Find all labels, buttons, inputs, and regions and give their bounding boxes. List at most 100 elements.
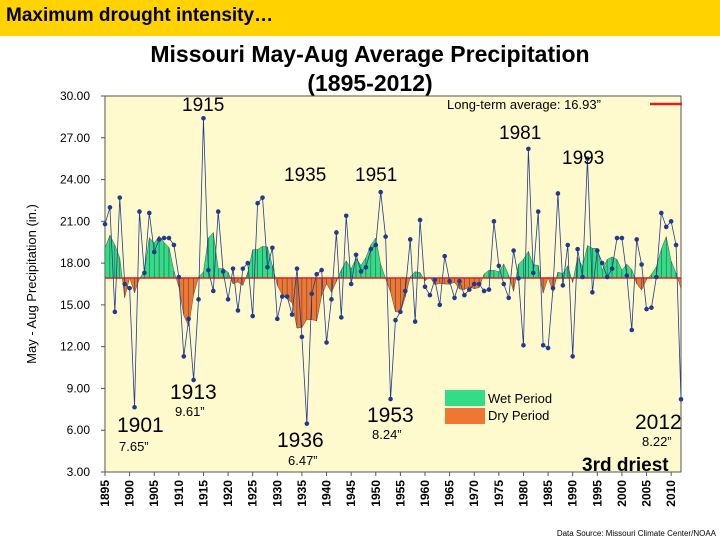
x-tick-label: 1970 — [467, 480, 481, 507]
x-tick-label: 1945 — [344, 480, 358, 507]
y-axis-label: May - Aug Precipitation (in.) — [24, 204, 39, 364]
data-point — [156, 237, 162, 242]
data-point — [181, 354, 187, 359]
x-tick-label: 1910 — [172, 480, 186, 507]
x-tick-label: 1930 — [270, 480, 284, 507]
data-point — [649, 305, 654, 310]
data-point — [629, 327, 635, 333]
data-point — [378, 189, 383, 195]
data-point — [368, 246, 374, 252]
data-point — [476, 281, 482, 287]
data-point — [555, 191, 561, 196]
data-point — [471, 281, 477, 287]
data-point — [614, 235, 620, 241]
data-point — [220, 269, 226, 274]
data-point — [279, 294, 285, 299]
x-tick-label: 1965 — [443, 480, 457, 507]
annotation-1936-year: 1936 — [277, 429, 324, 452]
data-point — [132, 404, 137, 410]
data-point — [580, 274, 585, 280]
data-point — [240, 266, 246, 271]
data-point — [634, 237, 639, 242]
x-tick-label: 1995 — [590, 480, 604, 507]
y-tick-label: 30.00 — [60, 89, 90, 103]
data-point — [339, 315, 344, 320]
legend-wet-label: Wet Period — [488, 391, 552, 406]
data-point — [540, 342, 546, 348]
x-tick-label: 1975 — [492, 480, 506, 507]
data-point — [206, 267, 211, 273]
data-point — [363, 264, 369, 270]
data-point — [403, 288, 408, 294]
x-tick-label: 2005 — [640, 480, 654, 507]
data-point — [447, 278, 452, 284]
x-axis-ticks: 1895 1900 1905 1910 1915 1920 1925 1930 1935 1940… — [98, 472, 678, 507]
data-point — [299, 334, 305, 340]
x-tick-label: 1905 — [147, 480, 161, 507]
data-point — [422, 284, 428, 290]
data-point — [663, 224, 669, 230]
chart-subtitle: (1895-2012) — [307, 70, 432, 96]
data-point — [619, 235, 625, 241]
annotation-1935: 1935 — [284, 165, 326, 186]
x-tick-label: 1915 — [196, 480, 210, 507]
data-point — [560, 283, 566, 288]
data-point — [215, 209, 221, 214]
data-point — [171, 242, 177, 248]
data-point — [570, 354, 575, 359]
data-point — [225, 297, 231, 302]
annotation-1936-value: 6.47” — [288, 453, 318, 468]
data-point — [398, 309, 403, 315]
data-point — [654, 274, 659, 280]
data-point — [358, 269, 364, 274]
data-point — [112, 309, 118, 315]
data-point — [265, 264, 270, 270]
annotation-1951: 1951 — [355, 165, 397, 186]
data-point — [595, 248, 600, 253]
data-point — [107, 205, 113, 210]
data-point — [334, 230, 339, 235]
data-point — [353, 252, 359, 258]
data-point — [260, 195, 265, 200]
x-tick-label: 1985 — [541, 480, 555, 507]
data-point — [304, 421, 310, 426]
y-tick-label: 27.00 — [60, 131, 90, 145]
data-point — [235, 308, 241, 313]
y-tick-label: 24.00 — [60, 173, 90, 187]
data-point — [659, 210, 664, 216]
data-point — [511, 248, 516, 253]
data-point — [506, 295, 511, 301]
annotation-1981: 1981 — [499, 123, 541, 144]
precipitation-line — [104, 118, 682, 424]
header-banner: Maximum drought intensity… — [0, 0, 720, 36]
x-tick-label: 2010 — [664, 480, 678, 507]
annotation-2012-year: 2012 — [635, 411, 682, 434]
data-point — [442, 253, 447, 259]
data-point — [639, 262, 644, 267]
data-point — [644, 306, 649, 312]
data-point — [294, 266, 300, 271]
y-tick-label: 6.00 — [67, 423, 91, 437]
wet-period-area — [158, 235, 165, 279]
x-tick-label: 1940 — [320, 480, 334, 507]
wet-period-area — [257, 246, 263, 279]
data-point — [531, 270, 536, 276]
dry-period-area — [395, 277, 401, 313]
data-point — [142, 270, 147, 276]
data-point — [550, 285, 556, 291]
x-tick-label: 1900 — [123, 480, 137, 507]
annotation-2012-value: 8.22” — [642, 434, 672, 449]
data-point — [481, 288, 487, 294]
data-point — [186, 316, 191, 322]
data-point — [284, 294, 290, 299]
data-point — [348, 281, 354, 287]
annotation-1913-year: 1913 — [170, 381, 217, 404]
data-point — [255, 200, 260, 206]
data-point — [496, 263, 502, 269]
data-point — [319, 267, 324, 273]
x-tick-label: 1990 — [566, 480, 580, 507]
data-point — [393, 317, 398, 323]
data-point — [491, 219, 497, 224]
x-tick-label: 1980 — [516, 480, 530, 507]
data-point — [432, 277, 438, 283]
